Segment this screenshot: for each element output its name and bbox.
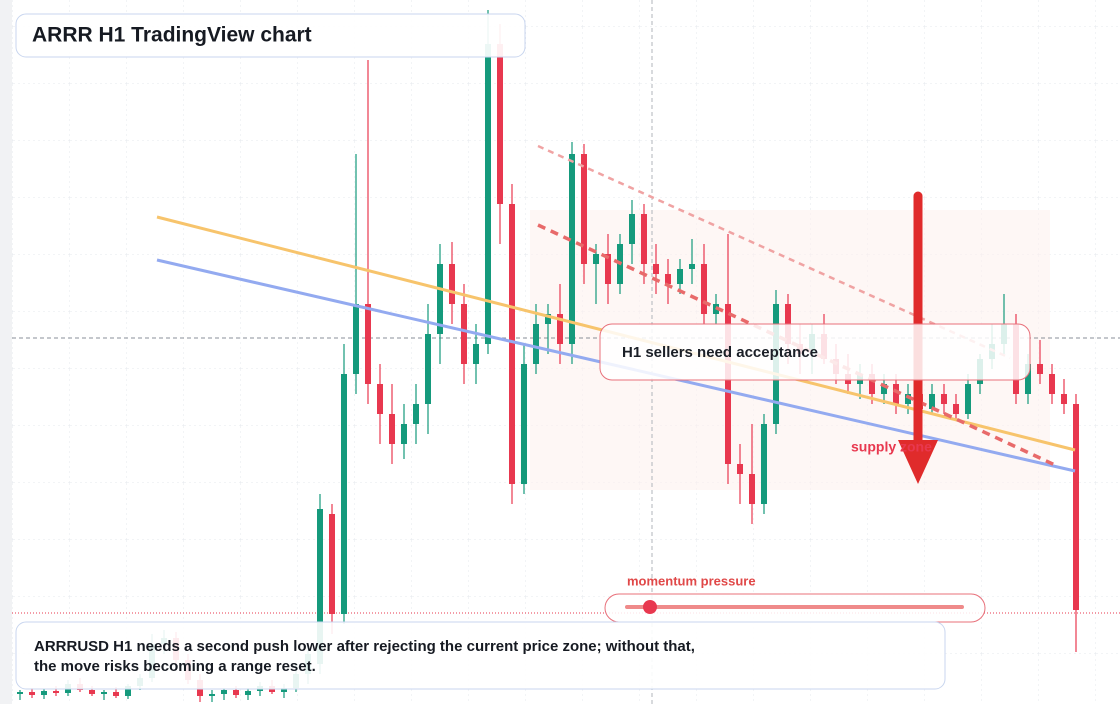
candle-body [53,691,59,693]
candle-body [965,384,971,414]
candle-body [1073,404,1079,610]
candle-body [629,214,635,244]
candle-body [737,464,743,474]
note-box [15,621,946,690]
callout-text: H1 sellers need acceptance [622,344,818,361]
candle-body [953,404,959,414]
candle-body [461,304,467,364]
candle-body [221,690,227,694]
indicator-label: momentum pressure [627,573,756,588]
candle-body [341,374,347,614]
candle-body [317,509,323,664]
candle-body [665,274,671,284]
candle-body [437,264,443,334]
candle-body [449,264,455,304]
candle-body [893,384,899,404]
candle-body [533,324,539,364]
callout-box [599,323,1031,381]
candle-body [1025,364,1031,394]
candle-body [1061,394,1067,404]
left-edge [0,0,12,704]
candle-body [233,690,239,695]
candle-body [689,264,695,269]
candle-body [881,384,887,394]
title-box [15,13,526,58]
candle-body [89,690,95,694]
candle-body [497,44,503,204]
candle-body [1049,374,1055,394]
candle-body [929,394,935,409]
candle-body [509,204,515,484]
note-line: ARRRUSD H1 needs a second push lower aft… [34,638,695,655]
candle-body [905,394,911,404]
candle-body [17,692,23,694]
candle-body [641,214,647,264]
candle-body [941,394,947,404]
candle-body [761,424,767,504]
candle-body [725,304,731,464]
candle-body [41,691,47,695]
chart-title: ARRR H1 TradingView chart [32,24,312,47]
candle-body [113,692,119,696]
candle-body [29,692,35,695]
arrow-head [898,440,938,484]
candle-body [521,364,527,484]
zone-label: supply zone [851,439,932,455]
candle-body [425,334,431,404]
candle-body [701,264,707,314]
candle-body [605,254,611,284]
candle-body [353,304,359,374]
candle-body [401,424,407,444]
candle-body [125,686,131,696]
candle-body [329,514,335,614]
candle-body [869,374,875,394]
candle-body [593,254,599,264]
candle-body [473,344,479,364]
candle-body [569,154,575,344]
candle-body [245,691,251,695]
candle-body [101,692,107,694]
candle-body [581,154,587,264]
candle-body [389,414,395,444]
candle-body [281,688,287,692]
candle-body [485,44,491,344]
candle-body [545,314,551,324]
note-line: the move risks becoming a range reset. [34,658,316,675]
candle-body [653,264,659,274]
candle-body [677,269,683,284]
candle-body [749,474,755,504]
candle-body [209,694,215,696]
indicator-knob [643,600,657,614]
candle-body [1037,364,1043,374]
candle-body [377,384,383,414]
candle-body [365,304,371,384]
channel-line [537,144,1011,360]
candle-body [413,404,419,424]
candle-body [557,314,563,344]
